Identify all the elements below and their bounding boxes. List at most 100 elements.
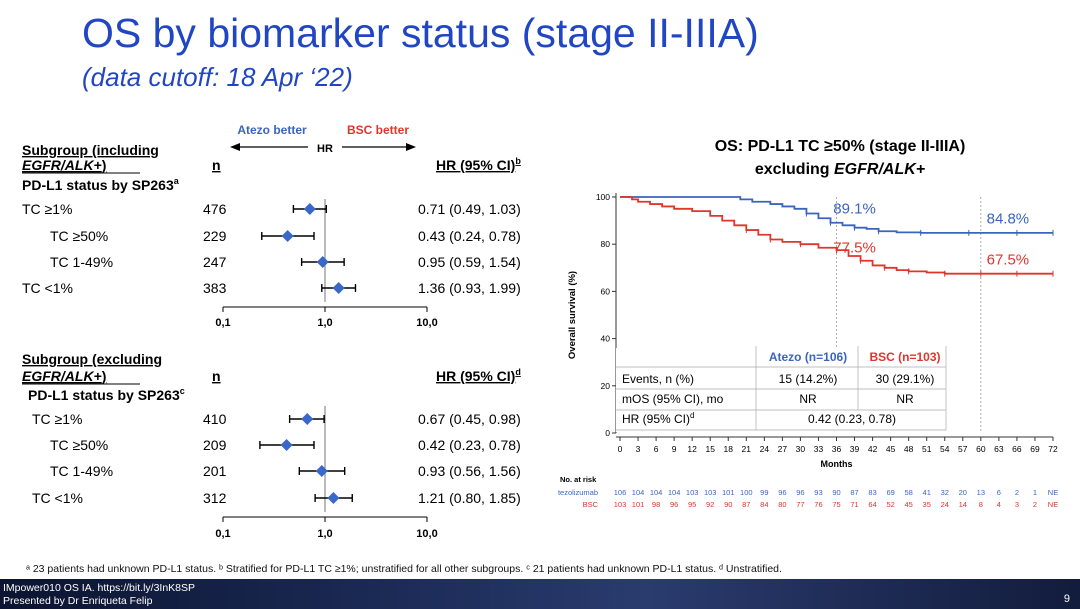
hr-ci-value: 0.42 (0.23, 0.78) (418, 437, 521, 453)
hr-ci-value: 0.95 (0.59, 1.54) (418, 254, 521, 270)
survival-rate-annotation: 77.5% (833, 239, 876, 256)
n-column-header: n (212, 368, 221, 384)
at-risk-value: NE (1048, 500, 1058, 509)
x-tick-label: 0 (618, 444, 623, 454)
bsc-better-label: BSC better (347, 123, 409, 137)
x-tick-label: 45 (886, 444, 896, 454)
hr-diamond-marker (327, 492, 340, 504)
hr-diamond-marker (281, 230, 294, 242)
subgroup-row-label: TC ≥50% (50, 437, 108, 453)
chart-title-line2: excluding EGFR/ALK+ (755, 161, 925, 178)
at-risk-value: 104 (668, 488, 681, 497)
at-risk-value: 77 (796, 500, 804, 509)
hr-ci-value: 1.21 (0.80, 1.85) (418, 490, 521, 506)
at-risk-value: 52 (886, 500, 894, 509)
at-risk-value: 2 (1033, 500, 1037, 509)
at-risk-value: 32 (941, 488, 949, 497)
y-tick-label: 40 (601, 334, 611, 344)
at-risk-value: 75 (832, 500, 840, 509)
at-risk-value: 1 (1033, 488, 1037, 497)
at-risk-value: 96 (778, 488, 786, 497)
at-risk-value: 69 (886, 488, 894, 497)
hr-diamond-marker (280, 439, 293, 451)
at-risk-value: 64 (868, 500, 876, 509)
at-risk-value: 99 (760, 488, 768, 497)
n-value: 383 (203, 280, 227, 296)
at-risk-row-label: BSC (583, 500, 599, 509)
table-row-label: mOS (95% CI), mo (622, 392, 724, 406)
at-risk-value: 71 (850, 500, 858, 509)
at-risk-value: 20 (959, 488, 967, 497)
y-axis-label: Overall survival (%) (567, 271, 578, 359)
n-value: 229 (203, 228, 227, 244)
subgroup-row-label: TC ≥1% (22, 201, 72, 217)
footer-presenter: Presented by Dr Enriqueta Felip (3, 595, 153, 607)
at-risk-value: NE (1048, 488, 1058, 497)
hr-ci-value: 0.93 (0.56, 1.56) (418, 463, 521, 479)
subgroup-row-label: TC <1% (32, 490, 83, 506)
hr-diamond-marker (332, 282, 345, 294)
x-tick-label: 30 (796, 444, 806, 454)
pdl1-status-label: PD-L1 status by SP263a (22, 176, 180, 193)
at-risk-value: 41 (923, 488, 931, 497)
hr-ci-value: 0.67 (0.45, 0.98) (418, 411, 521, 427)
at-risk-value: 3 (1015, 500, 1019, 509)
x-tick-label: 48 (904, 444, 914, 454)
x-tick-label: 69 (1030, 444, 1040, 454)
survival-rate-annotation: 84.8% (987, 210, 1030, 227)
x-tick-label: 51 (922, 444, 932, 454)
hr-ci-value: 1.36 (0.93, 1.99) (418, 280, 521, 296)
survival-rate-annotation: 67.5% (987, 251, 1030, 268)
n-value: 209 (203, 437, 227, 453)
x-tick-label: 72 (1048, 444, 1058, 454)
hr-ci-value: 0.43 (0.24, 0.78) (418, 228, 521, 244)
at-risk-value: 58 (904, 488, 912, 497)
hr-direction-label: HR (317, 143, 333, 155)
slide-subtitle: (data cutoff: 18 Apr ‘22) (82, 62, 353, 92)
forest-plot: Atezo better BSC better HR Subgroup (includ… (22, 123, 521, 540)
at-risk-value: 76 (814, 500, 822, 509)
at-risk-value: 93 (814, 488, 822, 497)
subgroup-row-label: TC 1-49% (50, 254, 113, 270)
x-tick-label: 21 (742, 444, 752, 454)
n-value: 247 (203, 254, 227, 270)
table-bsc-value: 30 (29.1%) (876, 372, 935, 386)
x-tick-label: 57 (958, 444, 968, 454)
subgroup-row-label: TC ≥1% (32, 411, 82, 427)
x-tick-label: 12 (687, 444, 697, 454)
pdl1-status-label: PD-L1 status by SP263c (28, 386, 185, 403)
slide-title: OS by biomarker status (stage II-IIIA) (82, 10, 759, 56)
at-risk-value: 104 (650, 488, 663, 497)
n-value: 201 (203, 463, 227, 479)
chart-title: OS: PD-L1 TC ≥50% (stage II-IIIA) (715, 138, 966, 155)
at-risk-value: 83 (868, 488, 876, 497)
subgroup-row-label: TC 1-49% (50, 463, 113, 479)
hr-diamond-marker (303, 203, 316, 215)
x-tick-label: 60 (976, 444, 986, 454)
footer-source: IMpower010 OS IA. https://bit.ly/3InK8SP (3, 582, 196, 594)
at-risk-row-label: Atezolizumab (558, 488, 598, 497)
subgroup-header: Subgroup (excluding (22, 351, 162, 367)
subgroup-row-label: TC ≥50% (50, 228, 108, 244)
at-risk-value: 98 (652, 500, 660, 509)
at-risk-value: 96 (796, 488, 804, 497)
at-risk-value: 96 (670, 500, 678, 509)
axis-tick-label: 0,1 (215, 528, 230, 540)
x-tick-label: 42 (868, 444, 878, 454)
axis-tick-label: 10,0 (416, 528, 437, 540)
at-risk-value: 87 (742, 500, 750, 509)
table-atezo-value: NR (799, 392, 817, 406)
y-tick-label: 80 (601, 239, 611, 249)
hr-diamond-marker (316, 256, 329, 268)
at-risk-value: 90 (832, 488, 840, 497)
arrow-right-head (406, 143, 416, 151)
at-risk-title: No. at risk (560, 475, 597, 484)
at-risk-value: 101 (722, 488, 735, 497)
at-risk-value: 84 (760, 500, 768, 509)
at-risk-value: 106 (614, 488, 627, 497)
x-tick-label: 27 (778, 444, 788, 454)
table-atezo-value: 15 (14.2%) (779, 372, 838, 386)
at-risk-value: 103 (704, 488, 717, 497)
subgroup-header-egfr: EGFR/ALK+) (22, 368, 106, 384)
n-value: 410 (203, 411, 227, 427)
